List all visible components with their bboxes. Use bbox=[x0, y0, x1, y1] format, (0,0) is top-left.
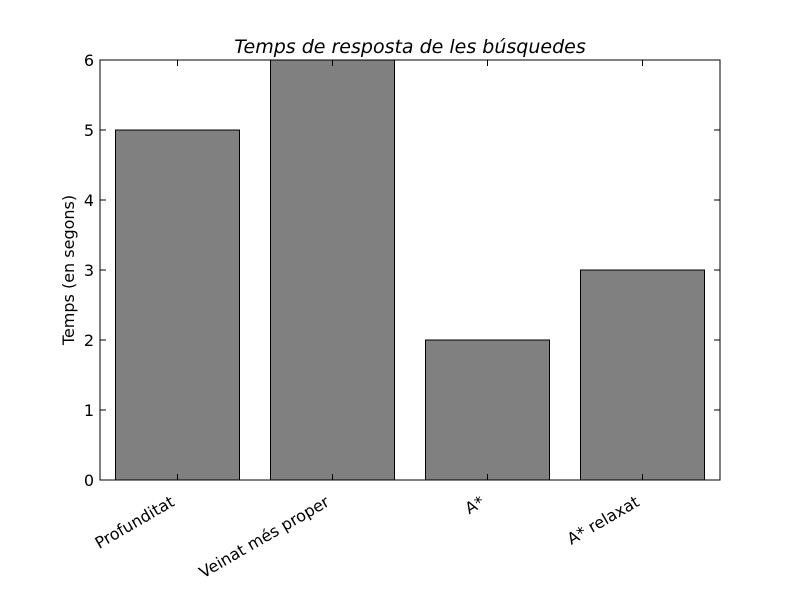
y-tick-label-6: 6 bbox=[84, 51, 94, 70]
y-axis-title: Temps (en segons) bbox=[59, 195, 78, 346]
bar-1 bbox=[270, 59, 395, 481]
y-tick-label-0: 0 bbox=[84, 471, 94, 490]
bars-group bbox=[115, 59, 705, 481]
plot-frame bbox=[99, 59, 721, 481]
y-tick-label-5: 5 bbox=[84, 121, 94, 140]
bar-3 bbox=[580, 269, 705, 481]
chart-title: Temps de resposta de les búsquedes bbox=[234, 36, 586, 58]
bar-2 bbox=[425, 339, 550, 481]
y-axis-ticks: 0 1 2 3 4 5 6 bbox=[84, 51, 720, 490]
y-tick-label-3: 3 bbox=[84, 261, 94, 280]
y-tick-label-4: 4 bbox=[84, 191, 94, 210]
y-tick-label-1: 1 bbox=[84, 401, 94, 420]
y-tick-label-2: 2 bbox=[84, 331, 94, 350]
bar-0 bbox=[115, 129, 240, 481]
